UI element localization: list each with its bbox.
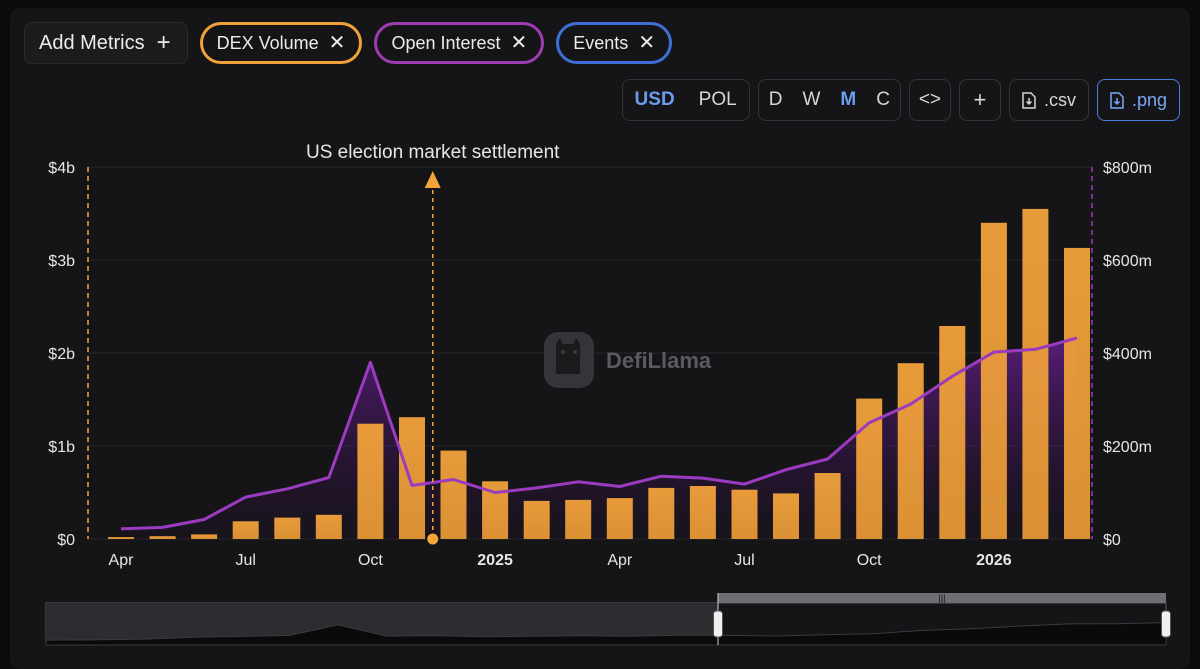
event-label: US election market settlement — [306, 142, 560, 163]
watermark: DefiLlama — [544, 332, 712, 388]
navigator-grip-icon[interactable]: ||| — [938, 593, 945, 603]
llama-logo-icon — [544, 332, 594, 388]
left-axis-tick-label: $4b — [48, 160, 75, 177]
dex-volume-bar[interactable] — [315, 514, 342, 539]
dex-volume-bar[interactable] — [1022, 208, 1049, 539]
csv-label: .csv — [1043, 89, 1076, 110]
chip-label: DEX Volume — [216, 32, 319, 53]
dex-volume-bar[interactable] — [939, 326, 966, 539]
csv-download-wrapper: .csv — [1008, 79, 1089, 121]
x-axis-tick-label: Oct — [857, 552, 882, 569]
download-file-icon — [1110, 91, 1124, 109]
granularity-daily-button[interactable]: D — [768, 89, 783, 110]
embed-button-wrapper: <> — [908, 79, 951, 121]
left-axis-tick-label: $0 — [57, 532, 75, 549]
open-interest-line — [120, 336, 1078, 531]
left-axis-tick-label: $2b — [48, 346, 75, 363]
granularity-cumulative-button[interactable]: C — [876, 89, 890, 110]
open-interest-area-fill — [121, 338, 1077, 539]
dex-volume-bar[interactable] — [274, 517, 301, 539]
left-axis-tick-label: $1b — [48, 439, 75, 456]
dex-volume-bar[interactable] — [980, 222, 1007, 540]
event-marker-dot[interactable] — [427, 533, 439, 545]
x-axis-tick-label: Jul — [734, 552, 754, 569]
dex-volume-bar[interactable] — [565, 499, 592, 539]
add-icon[interactable]: + — [973, 87, 987, 112]
navigator-left-handle[interactable] — [713, 610, 723, 638]
open-interest-area — [121, 338, 1077, 539]
left-axis: $0 $1b $2b $3b $4b — [48, 160, 89, 549]
right-axis-tick-label: $200m — [1103, 439, 1152, 456]
dex-volume-bar[interactable] — [731, 489, 758, 539]
csv-download-button[interactable]: .csv — [1010, 80, 1088, 120]
dex-volume-bar[interactable] — [523, 500, 550, 539]
dex-volume-bar[interactable] — [897, 363, 924, 539]
dex-volume-bar[interactable] — [689, 486, 716, 539]
left-axis-tick-label: $3b — [48, 253, 75, 270]
metrics-bar: Add Metrics + DEX Volume ✕ Open Interest… — [24, 22, 673, 66]
chart-toolbar: USD POL D W M C <> + .csv .png — [621, 79, 1180, 121]
navigator-mini-series — [45, 622, 1167, 646]
granularity-weekly-button[interactable]: W — [802, 89, 821, 110]
dex-volume-bar[interactable] — [440, 450, 467, 539]
right-axis-tick-label: $600m — [1103, 253, 1152, 270]
x-axis-tick-label: Oct — [358, 552, 383, 569]
x-axis-tick-label: 2026 — [976, 552, 1012, 569]
x-axis: Apr Jul Oct 2025 Apr Jul Oct 2026 — [109, 552, 1012, 569]
chip-label: Open Interest — [391, 32, 501, 53]
metric-chip-dex-volume[interactable]: DEX Volume ✕ — [199, 22, 363, 64]
x-axis-tick-label: Apr — [607, 552, 633, 569]
add-metrics-label: Add Metrics — [39, 31, 145, 54]
png-download-wrapper: .png — [1096, 79, 1180, 121]
metric-chip-open-interest[interactable]: Open Interest ✕ — [374, 22, 545, 64]
dex-volume-bar[interactable] — [232, 521, 259, 539]
right-axis-tick-label: $0 — [1103, 532, 1121, 549]
right-axis: $0 $200m $400m $600m $800m — [1091, 160, 1152, 549]
add-chart-button-wrapper: + — [958, 79, 1001, 121]
right-axis-tick-label: $400m — [1103, 346, 1152, 363]
right-axis-tick-label: $800m — [1103, 160, 1152, 177]
dex-volume-bar[interactable] — [149, 536, 176, 539]
png-download-button[interactable]: .png — [1098, 80, 1179, 120]
dex-volume-bar[interactable] — [648, 487, 675, 539]
dex-volume-bar[interactable] — [399, 417, 425, 539]
x-axis-tick-label: 2025 — [477, 552, 513, 569]
currency-toggle: USD POL — [621, 79, 750, 121]
close-icon[interactable]: ✕ — [638, 32, 656, 54]
download-file-icon — [1022, 91, 1036, 109]
dex-volume-bars — [108, 208, 1090, 540]
currency-usd-button[interactable]: USD — [634, 89, 675, 110]
events-layer: US election market settlement — [306, 142, 560, 545]
navigator-scrollbar[interactable] — [718, 593, 1166, 603]
close-icon[interactable]: ✕ — [328, 32, 346, 54]
dex-volume-bar[interactable] — [108, 537, 134, 539]
close-icon[interactable]: ✕ — [510, 32, 528, 54]
x-axis-tick-label: Apr — [109, 552, 135, 569]
dex-volume-bar[interactable] — [1064, 247, 1090, 539]
granularity-monthly-button[interactable]: M — [840, 89, 857, 110]
granularity-toggle: D W M C — [757, 79, 901, 121]
embed-code-icon[interactable]: <> — [918, 89, 942, 110]
plus-icon: + — [156, 29, 171, 56]
dex-volume-bar[interactable] — [773, 493, 799, 539]
metric-chip-events[interactable]: Events ✕ — [556, 22, 673, 64]
currency-pol-button[interactable]: POL — [698, 89, 737, 110]
dex-volume-bar[interactable] — [357, 423, 384, 539]
dex-volume-bar[interactable] — [606, 498, 633, 539]
chip-label: Events — [573, 32, 629, 53]
add-metrics-button[interactable]: Add Metrics + — [24, 22, 188, 64]
event-arrow-icon — [424, 171, 441, 188]
watermark-text: DefiLlama — [606, 348, 712, 373]
navigator-right-handle[interactable] — [1161, 610, 1171, 638]
x-axis-tick-label: Jul — [235, 552, 255, 569]
open-interest-line-path[interactable] — [120, 336, 1078, 531]
dex-volume-bar[interactable] — [814, 473, 841, 539]
dex-volume-bar[interactable] — [191, 534, 218, 539]
png-label: .png — [1131, 89, 1167, 110]
range-navigator: ||| — [45, 593, 1171, 646]
